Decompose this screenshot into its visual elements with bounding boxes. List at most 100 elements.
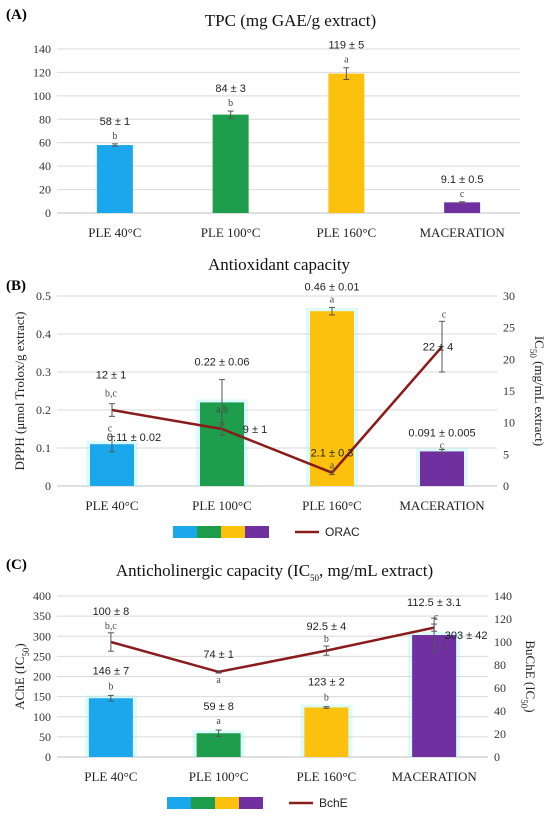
bar-significance-letter: a <box>344 55 349 66</box>
legend-bar-swatch <box>215 797 239 809</box>
y-tick-label: 60 <box>39 136 51 150</box>
y-tick-label: 350 <box>33 609 51 623</box>
bar-value-label: 123 ± 2 <box>308 677 345 689</box>
bar-significance-letter: a <box>216 716 221 727</box>
bar <box>88 698 133 757</box>
x-category-label: PLE 100°C <box>189 769 249 784</box>
bar <box>304 707 349 757</box>
bar-significance-letter: a <box>330 294 335 305</box>
y-tick-label: 200 <box>33 670 51 684</box>
y-tick-label: 0.5 <box>36 289 51 303</box>
legend-bar-swatch <box>173 526 197 538</box>
y-tick-label: 150 <box>33 690 51 704</box>
y-tick-label: 80 <box>39 112 51 126</box>
y2-tick-label: 30 <box>503 289 515 303</box>
y-tick-label: 0 <box>45 206 51 220</box>
x-category-label: MACERATION <box>392 769 478 784</box>
x-category-label: PLE 40°C <box>85 498 138 513</box>
y2-tick-label: 20 <box>494 727 506 741</box>
bar-significance-letter: c <box>440 440 445 451</box>
bar-value-label: 119 ± 5 <box>328 40 364 52</box>
legend-bar-swatch <box>197 526 221 538</box>
y2-tick-label: 25 <box>503 321 515 335</box>
chart-panel-3: (C) Anticholinergic capacity (IC50, mg/mL… <box>6 557 538 810</box>
bar-value-label: 0.22 ± 0.06 <box>195 357 250 369</box>
legend: ORAC <box>173 525 360 539</box>
legend-bar-swatch <box>245 526 269 538</box>
line-value-label: 112.5 ± 3.1 <box>407 597 461 609</box>
line-value-label: 100 ± 8 <box>93 606 130 618</box>
y2-tick-label: 10 <box>503 416 515 430</box>
line-significance-letter: c <box>442 309 447 320</box>
bar-value-label: 303 ± 42 <box>445 630 488 642</box>
y2-tick-label: 0 <box>494 750 500 764</box>
bar-significance-letter: c <box>460 189 465 200</box>
y-axis-title: DPPH (μmol Trolox/g extract) <box>12 311 27 470</box>
line-significance-letter: c <box>434 612 439 623</box>
bar-significance-letter: a,b <box>216 404 228 415</box>
bar-value-label: 0.11 ± 0.02 <box>107 432 161 444</box>
y2-axis-title: IC50 (mg/mL extract) <box>528 336 547 446</box>
bar-value-label: 146 ± 7 <box>93 665 130 677</box>
x-category-label: PLE 100°C <box>201 225 261 240</box>
legend-bar-swatch <box>167 797 191 809</box>
y2-tick-label: 0 <box>503 479 509 493</box>
bar <box>420 451 464 486</box>
y2-axis-title: BuChE (IC50) <box>519 640 538 712</box>
bar-significance-letter: b <box>324 693 329 704</box>
y2-tick-label: 140 <box>494 589 512 603</box>
y2-tick-label: 20 <box>503 352 515 366</box>
x-category-label: MACERATION <box>420 225 506 240</box>
x-category-label: PLE 100°C <box>192 498 252 513</box>
chart-title: Antioxidant capacity <box>208 255 351 274</box>
line-value-label: 22 ± 4 <box>423 342 454 354</box>
line-significance-letter: a <box>330 461 335 472</box>
x-category-label: PLE 160°C <box>317 225 377 240</box>
line-significance-letter: b,c <box>105 389 118 400</box>
y-tick-label: 0.1 <box>36 441 51 455</box>
bar-significance-letter: b <box>108 681 113 692</box>
x-category-label: PLE 160°C <box>302 498 362 513</box>
line-value-label: 92.5 ± 4 <box>307 621 347 633</box>
series-line-bche <box>110 626 435 674</box>
y2-tick-label: 40 <box>494 704 506 718</box>
y2-tick-label: 80 <box>494 658 506 672</box>
y-axis-title-part: ) <box>12 643 27 647</box>
y2-axis-title-part: BuChE (IC <box>523 640 538 699</box>
y-tick-label: 0.2 <box>36 403 51 417</box>
y-axis-title-part: AChE (IC <box>12 657 27 710</box>
bar-significance-letter: c <box>442 641 447 652</box>
bar-significance-letter: c <box>108 424 113 435</box>
line-value-label: 74 ± 1 <box>203 649 234 661</box>
y-tick-label: 0 <box>45 479 51 493</box>
chart-title: Anticholinergic capacity (IC50, mg/mL ex… <box>116 561 433 583</box>
x-category-label: PLE 160°C <box>297 769 357 784</box>
y2-axis-title-part: 50 <box>528 349 538 359</box>
bar-value-label: 84 ± 3 <box>215 83 246 95</box>
y2-axis-title-part: ) <box>523 708 538 712</box>
y-tick-label: 0 <box>45 750 51 764</box>
line-value-label: 9 ± 1 <box>243 424 267 436</box>
y-tick-label: 50 <box>39 730 51 744</box>
bar <box>412 635 457 757</box>
y2-tick-label: 5 <box>503 447 509 461</box>
bar-value-label: 58 ± 1 <box>100 116 131 128</box>
chart-title-part: , mg/mL extract) <box>319 561 433 580</box>
y-tick-label: 400 <box>33 589 51 603</box>
bar-value-label: 0.46 ± 0.01 <box>305 281 360 293</box>
x-category-label: MACERATION <box>399 498 485 513</box>
y2-tick-label: 60 <box>494 681 506 695</box>
y2-axis-title-part: IC <box>532 336 547 349</box>
chart-panel-1: (A) TPC (mg GAE/g extract) 0 20 40 60 80 100 120… <box>6 7 520 240</box>
y-tick-label: 100 <box>33 710 51 724</box>
chart-title-part: Anticholinergic capacity (IC <box>116 561 310 580</box>
y-tick-label: 40 <box>39 159 51 173</box>
y2-axis-title-part: 50 <box>519 699 529 709</box>
chart-panel-2: (B) Antioxidant capacity 0 0.1 0.2 0.3 0.4 0.5 0… <box>6 255 547 539</box>
bar <box>196 733 241 757</box>
y-axis-title: AChE (IC50) <box>12 643 31 709</box>
panel-label: (C) <box>6 557 27 573</box>
legend-label: BchE <box>319 796 348 810</box>
bar-value-label: 0.091 ± 0.005 <box>408 427 475 439</box>
